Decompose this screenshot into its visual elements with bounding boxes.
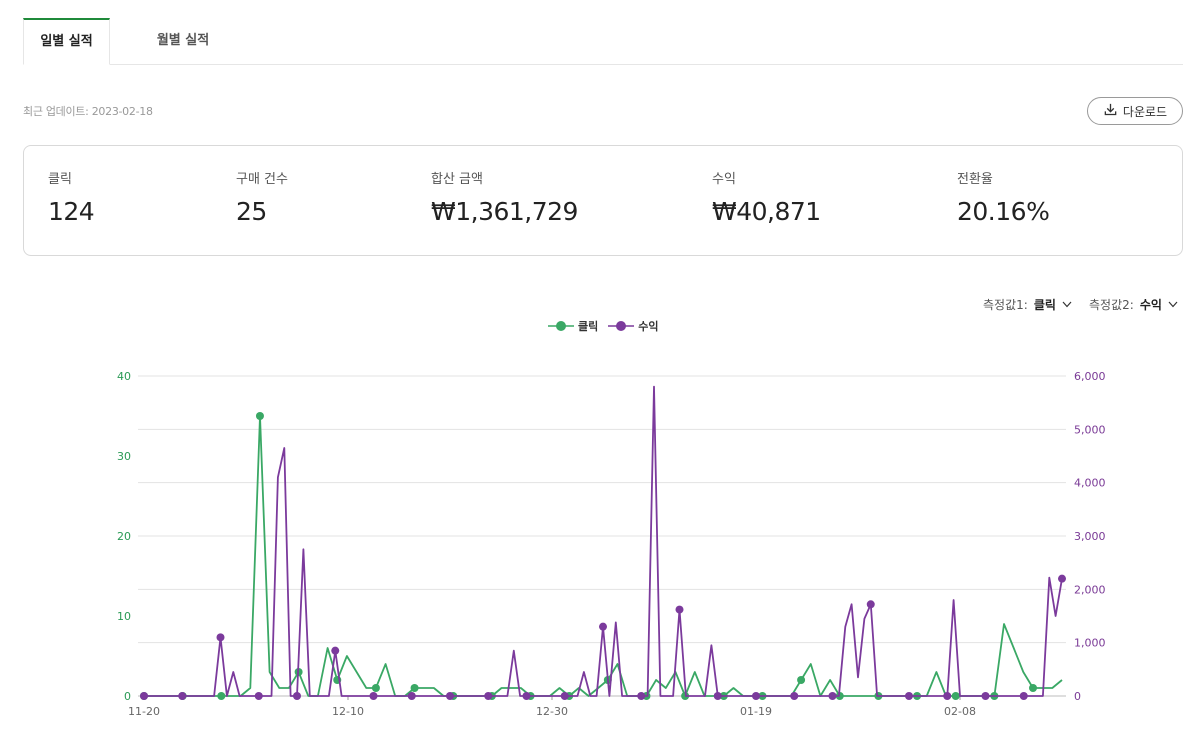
metric2-value: 수익 <box>1139 298 1162 312</box>
stat-purchases: 구매 건수 25 <box>236 168 288 226</box>
data-point-clicks <box>217 692 226 700</box>
legend-marker-revenue <box>608 321 635 331</box>
data-point-revenue <box>790 692 799 700</box>
x-tick-label: 01-19 <box>740 705 772 718</box>
data-point-clicks <box>371 684 380 692</box>
x-tick-label: 12-10 <box>332 705 364 718</box>
tab-daily-performance[interactable]: 일별 실적 <box>23 18 110 65</box>
x-tick-label: 12-30 <box>536 705 568 718</box>
data-point-revenue <box>293 692 301 700</box>
metric1-dropdown[interactable]: 측정값1: 클릭 <box>983 296 1072 313</box>
metric1-label: 측정값1: <box>983 298 1028 312</box>
legend-marker-clicks <box>548 321 574 331</box>
data-point-revenue <box>140 692 148 700</box>
data-point-revenue <box>522 692 531 700</box>
legend-item-clicks[interactable]: 클릭 <box>548 318 598 334</box>
y-right-tick-label: 6,000 <box>1074 370 1106 383</box>
data-point-revenue <box>713 692 722 700</box>
y-right-tick-label: 5,000 <box>1074 423 1106 436</box>
data-point-revenue <box>331 646 340 655</box>
download-icon <box>1103 102 1118 120</box>
data-point-revenue <box>1019 692 1028 700</box>
stat-value: 20.16% <box>957 197 1050 226</box>
data-point-revenue <box>446 692 454 700</box>
x-tick-label: 02-08 <box>944 705 976 718</box>
data-point-revenue <box>675 605 684 614</box>
stat-label: 전환율 <box>957 172 993 187</box>
stat-value: ₩1,361,729 <box>431 197 578 226</box>
y-right-tick-label: 4,000 <box>1074 477 1106 490</box>
download-button[interactable]: 다운로드 <box>1087 97 1183 125</box>
metric1-value: 클릭 <box>1033 298 1056 312</box>
y-left-tick-label: 40 <box>117 370 131 383</box>
stat-label: 클릭 <box>48 172 72 187</box>
stat-total-amount: 합산 금액 ₩1,361,729 <box>431 168 578 226</box>
data-point-revenue <box>407 692 416 700</box>
stat-label: 구매 건수 <box>236 172 288 187</box>
stat-label: 수익 <box>712 172 736 187</box>
stat-revenue: 수익 ₩40,871 <box>712 168 821 226</box>
data-point-clicks <box>797 676 806 684</box>
chevron-down-icon <box>1062 301 1072 308</box>
legend-item-revenue[interactable]: 수익 <box>608 318 659 334</box>
legend-label-clicks: 클릭 <box>578 320 599 333</box>
summary-stats-card: 클릭 124 구매 건수 25 합산 금액 ₩1,361,729 수익 ₩40,… <box>23 145 1183 256</box>
last-updated-text: 최근 업데이트: 2023-02-18 <box>23 105 153 118</box>
tab-monthly-performance[interactable]: 월별 실적 <box>156 33 210 48</box>
data-point-revenue <box>637 692 646 700</box>
y-right-tick-label: 2,000 <box>1074 583 1106 596</box>
data-point-revenue <box>484 692 493 700</box>
tab-bar: 일별 실적 월별 실적 <box>23 18 1183 65</box>
data-point-revenue <box>560 692 569 700</box>
data-point-revenue <box>828 692 837 700</box>
data-point-clicks <box>951 692 960 700</box>
data-point-revenue <box>599 622 607 631</box>
data-point-revenue <box>254 692 263 700</box>
line-chart: 0 10 20 30 40 0 1,000 2,000 3,000 4,000 5,000 6,000… <box>117 370 1106 718</box>
y-right-tick-label: 0 <box>1074 690 1081 703</box>
data-point-revenue <box>905 692 913 700</box>
y-right-tick-label: 3,000 <box>1074 530 1106 543</box>
metric2-dropdown[interactable]: 측정값2: 수익 <box>1089 296 1178 313</box>
data-point-clicks <box>1029 684 1038 692</box>
data-point-clicks <box>255 412 264 420</box>
series-line-revenue <box>144 385 1063 697</box>
stat-value: 124 <box>48 197 95 226</box>
legend-label-revenue: 수익 <box>638 320 659 333</box>
data-point-clicks <box>410 684 419 692</box>
data-point-revenue <box>981 692 990 700</box>
y-left-tick-label: 20 <box>117 530 131 543</box>
data-point-revenue <box>369 692 378 700</box>
data-point-revenue <box>1058 574 1066 583</box>
y-left-tick-label: 10 <box>117 610 131 623</box>
y-right-tick-label: 1,000 <box>1074 637 1106 650</box>
data-point-revenue <box>943 692 952 700</box>
x-tick-label: 11-20 <box>128 705 160 718</box>
data-point-revenue <box>752 692 760 700</box>
stat-clicks: 클릭 124 <box>48 168 95 226</box>
download-label: 다운로드 <box>1122 104 1168 119</box>
y-left-tick-label: 0 <box>124 690 131 703</box>
metric2-label: 측정값2: <box>1089 298 1134 312</box>
data-point-revenue <box>178 692 187 700</box>
stat-conversion-rate: 전환율 20.16% <box>957 168 1050 226</box>
stat-label: 합산 금액 <box>431 172 483 187</box>
data-point-revenue <box>866 600 875 609</box>
chart-legend: 클릭 수익 <box>548 318 659 334</box>
y-left-tick-label: 30 <box>117 450 131 463</box>
chevron-down-icon <box>1168 301 1178 308</box>
stat-value: ₩40,871 <box>712 197 821 226</box>
data-point-revenue <box>216 633 225 642</box>
stat-value: 25 <box>236 197 267 226</box>
